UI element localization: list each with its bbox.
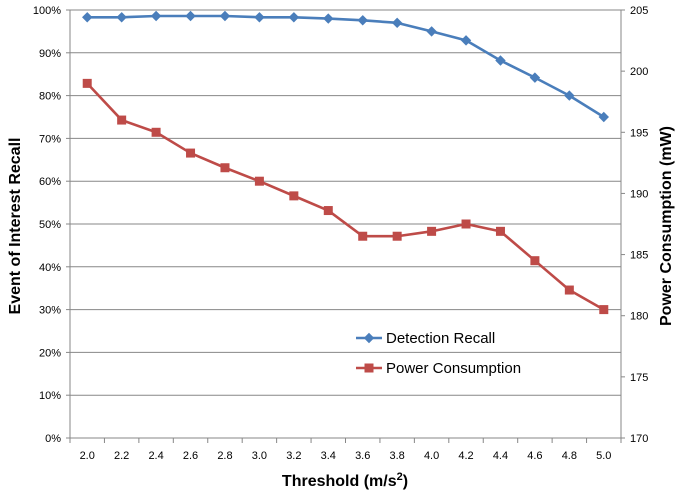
power-consumption-line [86,82,605,311]
y-right-axis-title: Power Consumption (mW) [658,126,675,326]
x-tick-label: 3.8 [390,450,405,462]
y-right-tick-label: 170 [630,433,648,445]
power-consumption-point [461,219,471,229]
detection-recall-point [564,90,575,101]
y-right-tick-label: 205 [630,5,648,17]
detection-recall-point [495,55,506,66]
detection-recall-point [529,72,541,83]
y-right-tick-label: 185 [630,250,648,262]
y-right-tick-label: 195 [630,127,648,139]
power-consumption-point [530,256,540,266]
x-axis-title-end: ) [403,473,408,490]
y-left-tick-label: 70% [39,133,61,145]
x-tick-label: 2.2 [114,450,129,462]
x-axis-title-superscript: 2 [397,471,403,483]
x-tick-label: 2.4 [148,450,163,462]
detection-recall-point [254,12,265,23]
legend-detection-recall-marker [363,332,375,344]
x-tick-label: 4.4 [493,450,508,462]
detection-recall-point [150,10,162,22]
x-tick-label: 2.8 [217,450,232,462]
x-tick-label: 5.0 [596,450,611,462]
x-axis-title-main: Threshold (m/s [282,473,397,490]
y-left-tick-label: 50% [39,219,61,231]
y-left-tick-label: 60% [39,176,61,188]
power-consumption-point [564,285,574,295]
detection-recall-point [391,17,403,29]
detection-recall-point [598,111,609,123]
x-tick-label: 4.6 [527,450,542,462]
x-tick-label: 3.2 [286,450,301,462]
detection-recall-point [357,15,368,26]
legend-power-consumption-label: Power Consumption [386,360,521,377]
power-consumption-point [220,163,230,173]
power-consumption-point [117,115,127,125]
power-consumption-point [186,148,196,158]
x-tick-label: 4.8 [562,450,577,462]
power-consumption-point [599,305,609,315]
power-consumption-point [358,231,368,241]
detection-recall-point [426,26,437,37]
x-tick-label: 3.4 [321,450,336,462]
y-left-tick-label: 80% [39,91,61,103]
series [82,10,609,315]
y-left-tick-label: 30% [39,305,61,317]
detection-recall-point [288,12,300,23]
y-right-tick-label: 190 [630,188,648,200]
power-consumption-point [254,176,264,186]
legend: Detection Recall Power Consumption [356,330,521,377]
power-consumption-point [427,226,437,236]
legend-detection-recall-label: Detection Recall [386,330,495,347]
y-left-tick-label: 100% [33,5,61,17]
x-tick-label: 2.6 [183,450,198,462]
x-tick-label: 2.0 [80,450,95,462]
detection-recall-point [460,35,472,46]
power-consumption-point [289,191,299,201]
power-consumption-point [82,78,92,88]
y-left-tick-label: 0% [45,433,61,445]
y-left-axis-title: Event of Interest Recall [7,138,24,315]
y-right-tick-label: 200 [630,66,648,78]
y-left-tick-label: 10% [39,390,61,402]
x-tick-label: 4.0 [424,450,439,462]
x-tick-label: 4.2 [458,450,473,462]
y-right-tick-label: 180 [630,311,648,323]
legend-power-consumption-marker [364,363,374,373]
y-left-tick-label: 40% [39,262,61,274]
x-axis-title: Threshold (m/s2) [282,471,408,490]
axes: 0% 10% 20% 30% 40% 50% 60% 70% 80% 90% 100% 170 175 1… [33,5,649,462]
detection-recall-point [82,12,93,23]
x-tick-label: 3.0 [252,450,267,462]
power-consumption-point [151,127,161,137]
detection-recall-point [219,10,231,22]
power-consumption-point [495,226,505,236]
detection-recall-point [185,10,196,22]
y-right-tick-label: 175 [630,372,648,384]
detection-recall-point [116,12,127,23]
y-left-tick-label: 20% [39,347,61,359]
detection-recall-point [323,13,334,24]
y-left-tick-label: 90% [39,48,61,60]
x-tick-label: 3.6 [355,450,370,462]
power-consumption-point [323,206,333,216]
detection-recall-line [87,14,605,119]
power-consumption-point [392,231,402,241]
